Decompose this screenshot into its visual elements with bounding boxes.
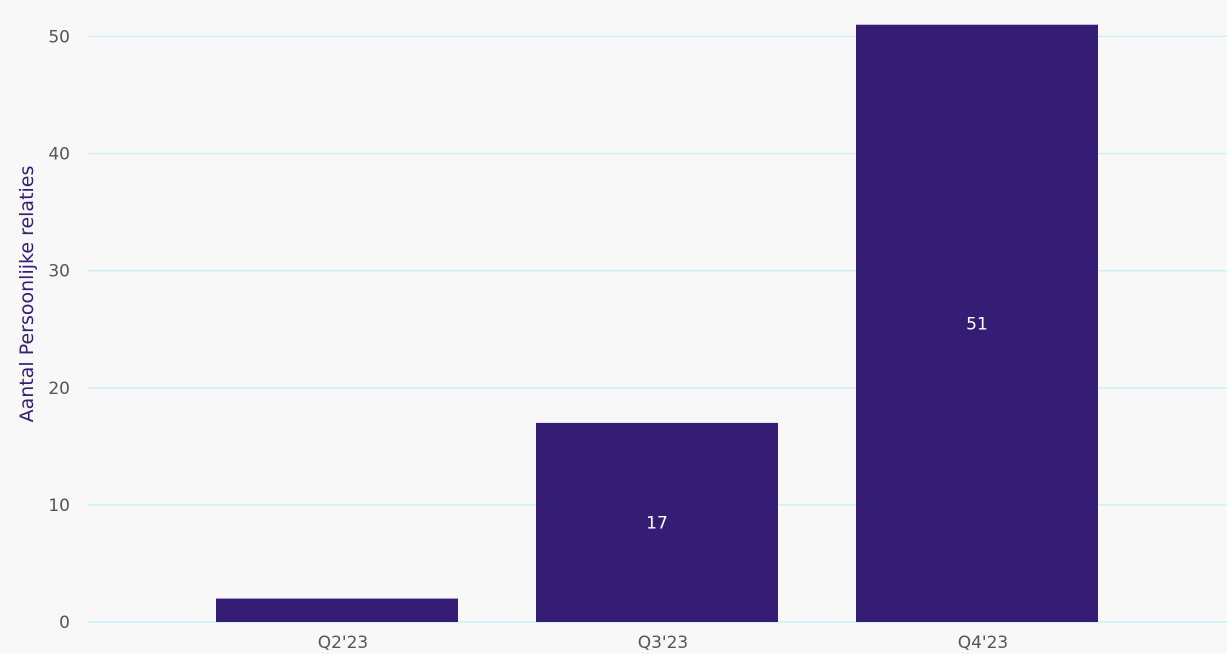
y-tick-label-50: 50 — [48, 27, 70, 47]
bar-Q4'23 — [856, 24, 1098, 622]
x-axis-ticks: Q2'23 Q3'23 Q4'23 — [318, 633, 1009, 653]
y-tick-label-30: 30 — [48, 262, 70, 282]
y-axis-ticks: 0 10 20 30 40 50 — [48, 27, 70, 633]
data-label-Q4'23: 51 — [966, 314, 988, 334]
x-tick-label-Q3'23: Q3'23 — [638, 633, 689, 653]
bars — [216, 24, 1098, 622]
y-axis-title: Aantal Persoonlijke relaties — [16, 166, 38, 423]
data-label-Q3'23: 17 — [646, 513, 668, 533]
y-tick-label-0: 0 — [59, 613, 70, 633]
bar-Q3'23 — [536, 422, 778, 622]
x-tick-label-Q2'23: Q2'23 — [318, 633, 369, 653]
y-tick-label-10: 10 — [48, 496, 70, 516]
bar-Q2'23 — [216, 598, 458, 622]
y-tick-label-20: 20 — [48, 379, 70, 399]
y-tick-label-40: 40 — [48, 145, 70, 165]
x-tick-label-Q4'23: Q4'23 — [958, 633, 1009, 653]
